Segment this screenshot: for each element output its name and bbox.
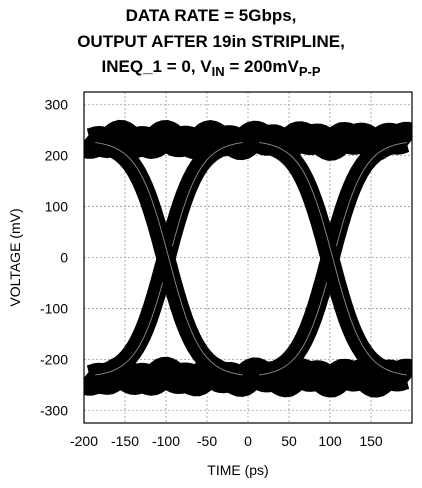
eye-traces [84,119,412,398]
y-tick-label: 100 [45,199,69,215]
title-line3-sub-pp: P-P [298,64,321,79]
y-axis-label: VOLTAGE (mV) [7,208,23,306]
x-tick-label: 50 [281,433,297,449]
chart-title-line-1: DATA RATE = 5Gbps, [125,6,297,25]
x-tick-label: -200 [70,433,98,449]
y-tick-label: -300 [40,402,68,418]
x-tick-label: -100 [152,433,180,449]
y-tick-label: 0 [60,250,68,266]
y-tick-label: 300 [45,97,69,113]
y-tick-label: 200 [45,148,69,164]
title-line3-sub-in: IN [211,64,225,79]
falling-edge-trace [247,133,412,385]
x-tick-label: 100 [318,433,342,449]
low-level-trace [84,356,412,398]
title-line3-mid: = 200mV [224,57,299,76]
y-tick-label: -200 [40,351,68,367]
x-axis-label: TIME (ps) [207,462,268,478]
x-tick-label: -150 [111,433,139,449]
x-tick-label: 0 [244,433,252,449]
x-tick-label: 150 [359,433,383,449]
x-tick-label: -50 [197,433,217,449]
high-level-trace [84,119,412,161]
title-line3-prefix: INEQ_1 = 0, V [101,57,212,76]
chart-title-line-2: OUTPUT AFTER 19in STRIPLINE, [77,32,345,51]
chart-title-line-3: INEQ_1 = 0, VIN = 200mVP-P [0,56,422,83]
trace-highlight [95,142,243,376]
trace-highlight [259,142,407,376]
tick-labels: -200 -150 -100 -50 0 50 100 150 300 200 100 0 -100 -2… [40,97,383,449]
y-tick-label: -100 [40,300,68,316]
plot-frame [83,91,413,424]
falling-edge-trace [84,133,249,385]
